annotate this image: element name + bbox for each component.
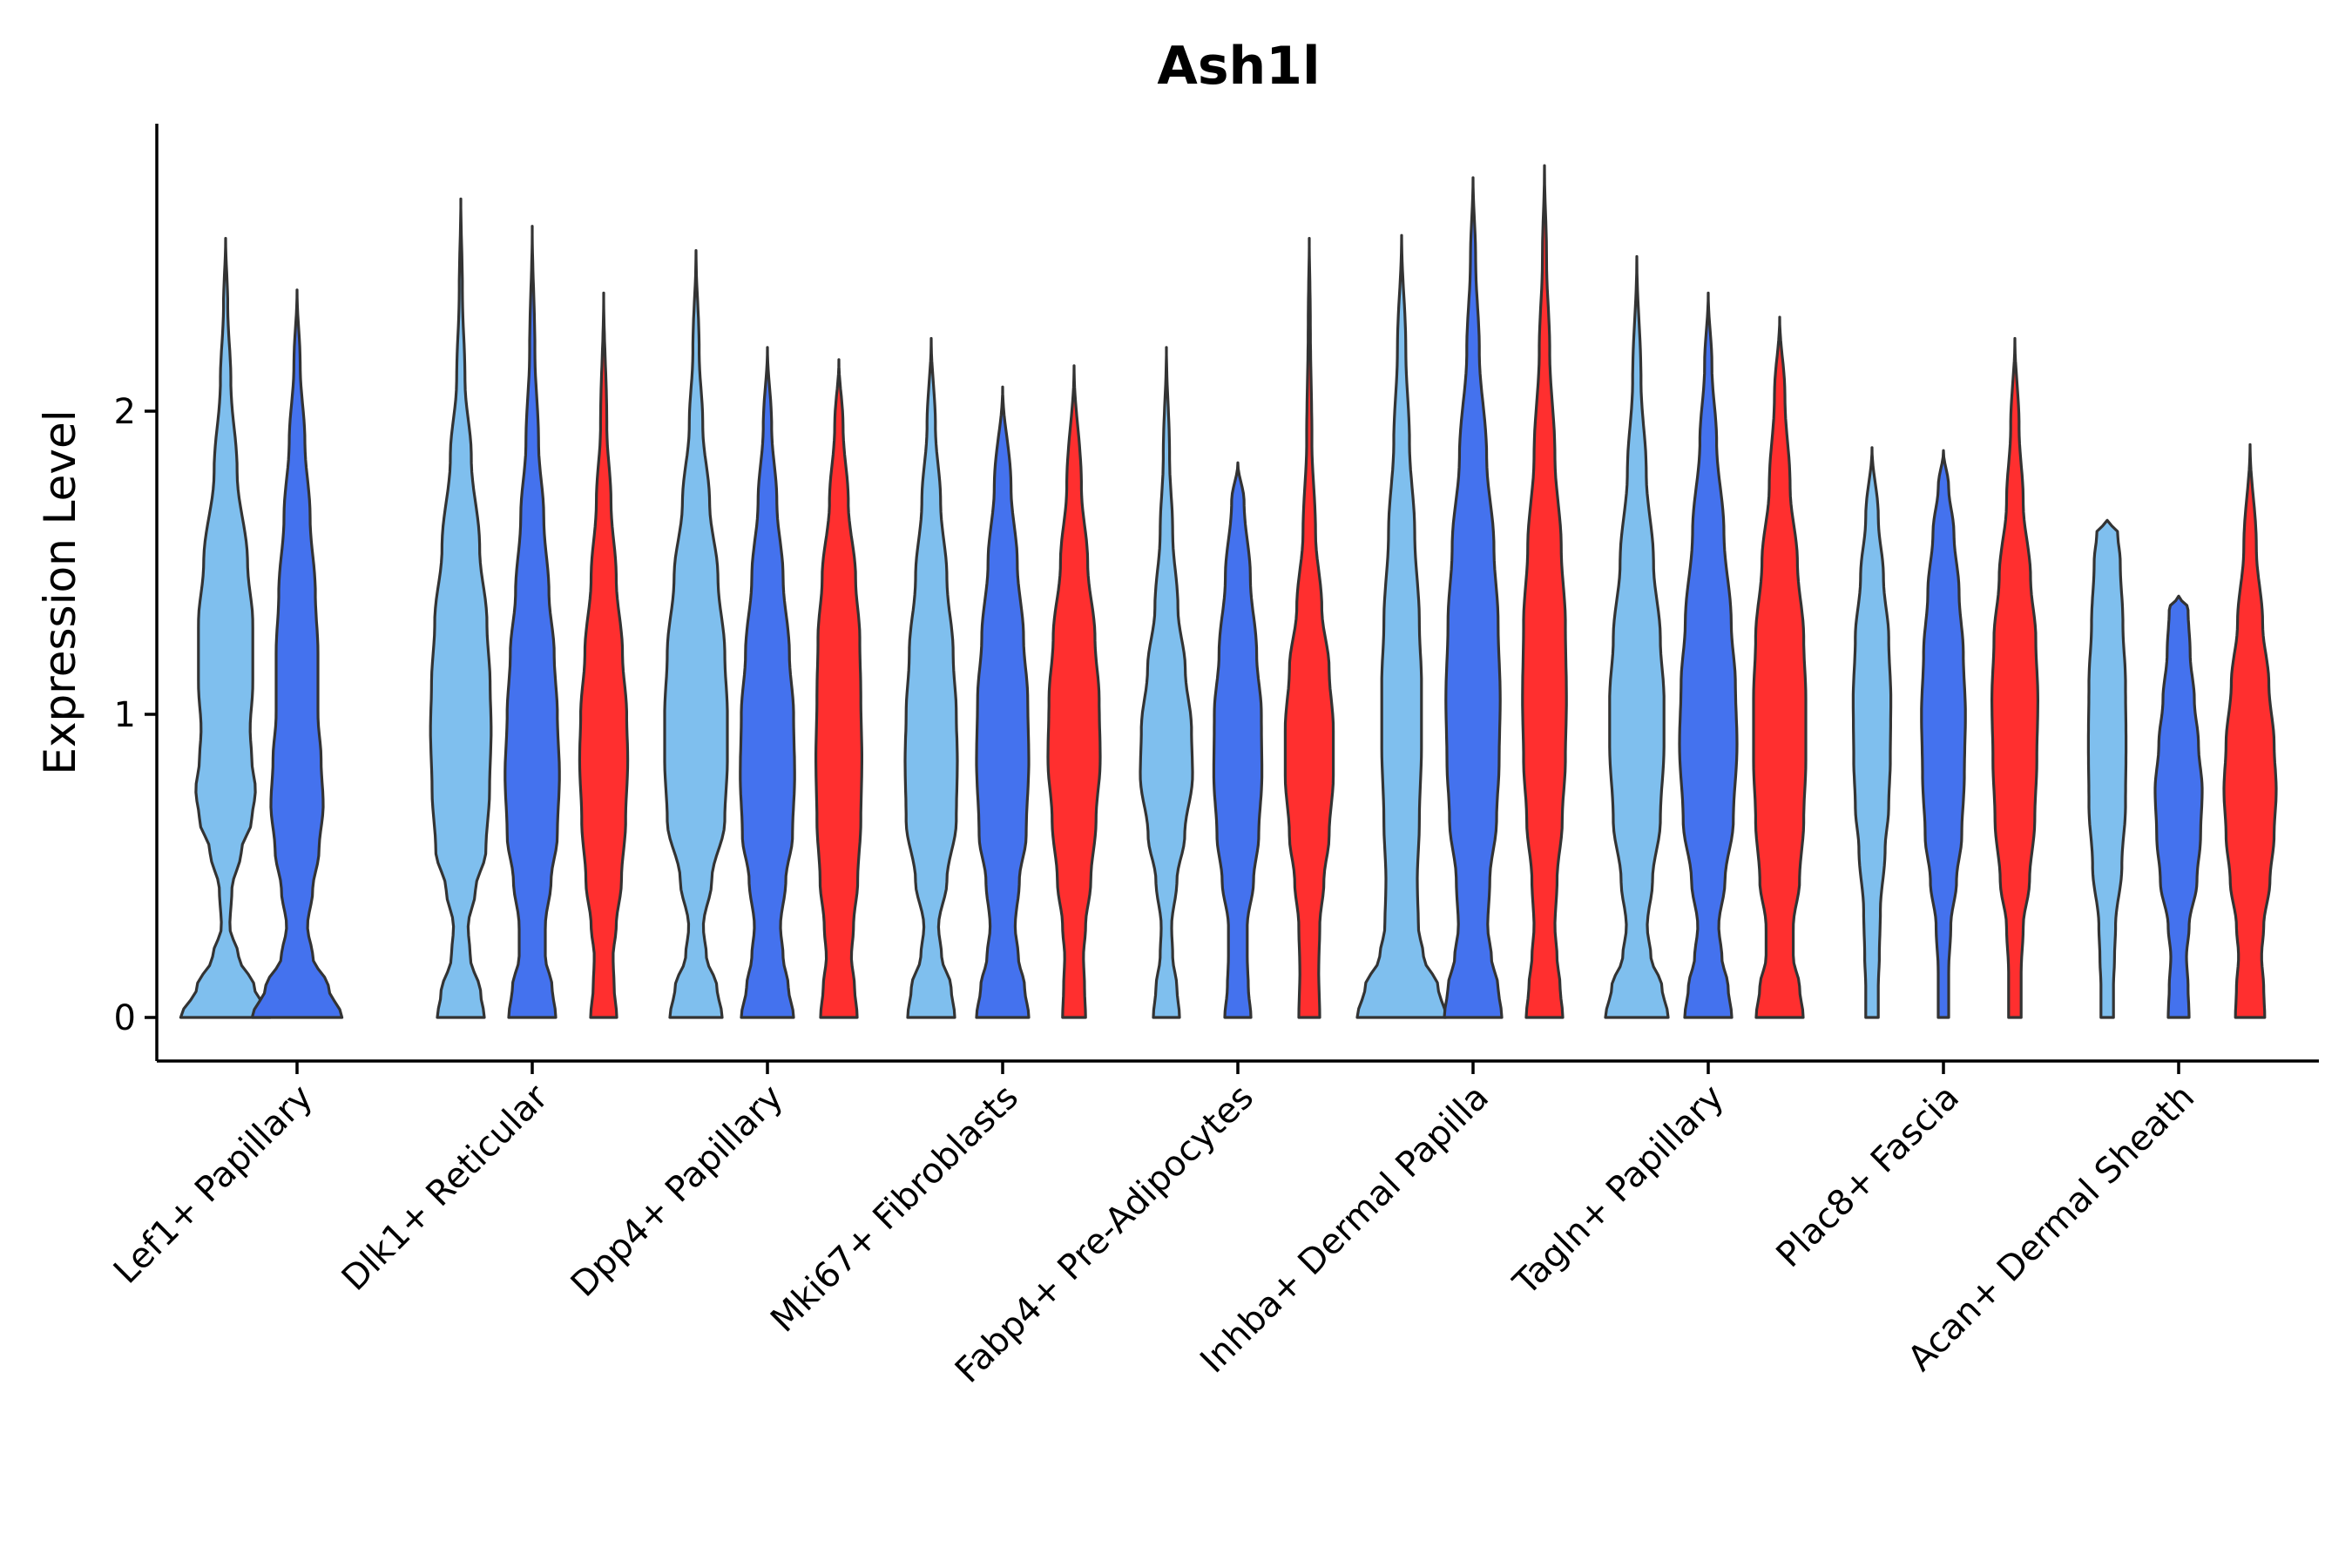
violin-plac8-fascia-group-3: [1990, 336, 2039, 1019]
violin-layer: [179, 164, 2278, 1019]
violin-inhba-dermal-papilla-group-3: [1521, 164, 1568, 1019]
x-tick-label-mki67-fibroblasts: Mki67+ Fibroblasts: [763, 1078, 1026, 1341]
violin-mki67-fibroblasts-group-3: [1046, 364, 1102, 1019]
violin-dlk1-reticular-group-1: [429, 197, 493, 1019]
violin-fabp4-pre-adipocytes-group-3: [1283, 237, 1335, 1019]
violin-tagln-papillary-group-3: [1752, 315, 1808, 1019]
violin-tagln-papillary-group-1: [1604, 254, 1670, 1019]
violin-plac8-fascia-group-2: [1920, 449, 1967, 1019]
violin-mki67-fibroblasts-group-1: [903, 336, 959, 1019]
x-axis-ticks: Lef1+ Papillary Dlk1+ Reticular Dpp4+ Papi…: [106, 1061, 2202, 1391]
violin-mki67-fibroblasts-group-2: [975, 385, 1031, 1019]
y-axis-ticks: 0 1 2: [114, 392, 157, 1038]
y-axis-label: Expression Level: [35, 409, 85, 774]
violin-acan-dermal-sheath-group-3: [2222, 443, 2278, 1019]
chart-title: Ash1l: [1157, 36, 1320, 97]
violin-acan-dermal-sheath-group-2: [2153, 594, 2204, 1019]
violin-lef1-papillary-group-2: [250, 288, 344, 1019]
violin-fabp4-pre-adipocytes-group-1: [1139, 346, 1194, 1019]
x-tick-label-tagln-papillary: Tagln+ Papillary: [1505, 1078, 1732, 1304]
x-tick-label-plac8-fascia: Plac8+ Fascia: [1769, 1078, 1968, 1276]
violin-dpp4-papillary-group-3: [814, 358, 863, 1019]
y-tick-label: 2: [114, 392, 136, 432]
violin-dlk1-reticular-group-3: [578, 291, 630, 1019]
violin-tagln-papillary-group-2: [1678, 291, 1739, 1019]
violin-lef1-papillary-group-1: [179, 237, 273, 1019]
x-tick-label-dlk1-reticular: Dlk1+ Reticular: [335, 1077, 557, 1299]
y-tick-label: 1: [114, 695, 136, 735]
violin-inhba-dermal-papilla-group-1: [1355, 233, 1448, 1019]
violin-acan-dermal-sheath-group-1: [2086, 518, 2128, 1019]
violin-dlk1-reticular-group-2: [504, 225, 561, 1019]
x-tick-label-lef1-papillary: Lef1+ Papillary: [106, 1078, 321, 1292]
violin-dpp4-papillary-group-2: [739, 346, 796, 1019]
violin-dpp4-papillary-group-1: [663, 249, 729, 1019]
x-tick-label-dpp4-papillary: Dpp4+ Papillary: [564, 1078, 791, 1305]
y-tick-label: 0: [114, 998, 136, 1038]
violin-fabp4-pre-adipocytes-group-2: [1212, 461, 1264, 1019]
violin-inhba-dermal-papilla-group-2: [1443, 176, 1504, 1019]
violin-plac8-fascia-group-1: [1851, 446, 1893, 1019]
